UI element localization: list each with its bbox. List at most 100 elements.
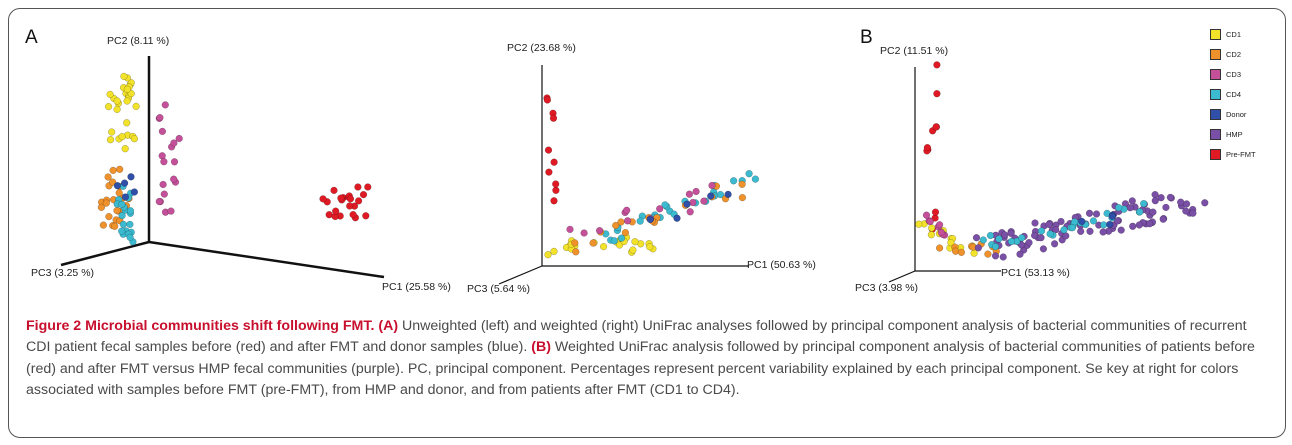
point-b-cd3 (937, 228, 945, 237)
point-a2-cd4 (716, 190, 725, 199)
point-b-hmp (1135, 221, 1143, 229)
point-a1-donor (121, 193, 130, 201)
point-b-cd4 (1018, 234, 1026, 242)
point-a1-cd4 (118, 211, 126, 220)
point-b-hmp (1025, 238, 1033, 247)
caption-heading: Figure 2 Microbial communities shift fol… (26, 318, 375, 334)
point-a2-cd3 (656, 205, 664, 213)
point-b-pre-fmt (933, 61, 941, 69)
axis-a1-pc1 (148, 240, 385, 279)
point-b-hmp (1062, 232, 1070, 240)
point-a2-cd3 (708, 181, 716, 190)
axis-label-a2-pc3: PC3 (5.64 %) (467, 283, 531, 295)
legend-item-cd4: CD4 (1210, 87, 1241, 101)
point-b-hmp (1017, 241, 1026, 249)
legend-swatch-cd3 (1210, 68, 1221, 80)
point-a2-cd1 (646, 243, 654, 251)
point-b-cd4 (995, 235, 1003, 243)
point-a1-cd1 (106, 90, 114, 99)
point-b-cd1 (928, 224, 936, 232)
point-a1-cd1 (106, 136, 115, 144)
point-b-hmp (1085, 209, 1094, 217)
axis-b-pc3 (888, 270, 916, 283)
point-a2-cd1 (544, 251, 552, 259)
point-b-hmp (1162, 203, 1170, 212)
point-a1-cd1 (123, 119, 131, 127)
point-a1-cd1 (118, 133, 126, 141)
point-a2-pre-fmt (545, 168, 553, 176)
point-b-cd4 (1060, 226, 1068, 234)
pcoa-plots-svg (60, 56, 1209, 285)
point-b-cd4 (979, 236, 987, 244)
point-b-hmp (1086, 227, 1094, 235)
point-b-cd3 (926, 217, 934, 226)
point-b-hmp (1145, 220, 1154, 228)
point-a2-donor (724, 190, 732, 199)
point-a1-donor (127, 173, 135, 181)
point-b-cd4 (1007, 237, 1016, 246)
point-a1-cd1 (120, 72, 128, 81)
point-a1-pre-fmt (364, 183, 372, 191)
axis-label-a2-pc1: PC1 (50.63 %) (747, 259, 816, 271)
point-a1-pre-fmt (332, 207, 340, 215)
point-a1-pre-fmt (337, 194, 345, 202)
point-a1-cd2 (115, 189, 123, 197)
point-b-hmp (1182, 207, 1190, 215)
point-b-hmp (1113, 217, 1121, 225)
point-a1-cd2 (97, 203, 106, 212)
point-a1-cd1 (121, 145, 129, 153)
legend-label-cd2: CD2 (1226, 49, 1242, 59)
point-a1-cd3 (161, 101, 169, 109)
axis-a1-pc3 (60, 240, 150, 267)
point-b-hmp (1099, 228, 1107, 236)
point-b-hmp (1126, 204, 1134, 212)
point-a1-cd4 (118, 227, 126, 235)
point-a2-donor (646, 215, 654, 224)
point-b-hmp (1189, 209, 1197, 217)
point-a1-pre-fmt (346, 202, 354, 210)
point-b-pre-fmt (931, 208, 940, 216)
point-b-hmp (1151, 197, 1159, 205)
point-a1-cd3 (175, 134, 183, 143)
point-b-cd4 (1037, 227, 1046, 235)
point-b-hmp (1149, 208, 1157, 216)
point-b-hmp (1129, 222, 1137, 230)
point-b-cd4 (1136, 208, 1144, 216)
point-a2-cd4 (610, 237, 618, 245)
point-b-hmp (991, 252, 1000, 260)
point-a1-cd3 (159, 180, 167, 189)
legend-swatch-donor (1210, 108, 1221, 120)
point-a1-cd2 (113, 206, 121, 215)
point-b-hmp (1159, 215, 1167, 223)
point-a1-pre-fmt (354, 197, 363, 205)
point-a2-cd3 (623, 217, 632, 225)
point-a1-cd2 (102, 199, 110, 207)
point-b-hmp (1057, 217, 1065, 226)
point-a1-cd3 (156, 113, 164, 122)
panel-b-letter: B (860, 27, 873, 48)
panel-a-letter: A (25, 27, 38, 48)
legend-item-pre-fmt: Pre-FMT (1210, 147, 1256, 161)
legend-item-donor: Donor (1210, 107, 1246, 121)
point-b-cd2 (984, 250, 992, 258)
legend-item-cd2: CD2 (1210, 47, 1241, 61)
point-b-cd4 (1115, 203, 1123, 212)
legend-label-cd1: CD1 (1226, 29, 1242, 39)
point-a1-pre-fmt (346, 195, 355, 203)
point-a1-cd1 (123, 97, 131, 105)
point-a1-cd3 (167, 207, 175, 215)
point-b-cd4 (1068, 224, 1077, 232)
point-a1-donor (120, 179, 129, 187)
point-b-cd3 (922, 211, 931, 219)
point-b-hmp (1157, 194, 1165, 202)
point-a1-donor (130, 188, 139, 196)
point-b-hmp (1092, 210, 1101, 218)
point-a1-pre-fmt (325, 211, 333, 219)
caption-a-tag: (A) (378, 318, 399, 334)
point-a2-cd1 (599, 242, 608, 251)
point-a1-pre-fmt (349, 210, 357, 219)
point-a2-pre-fmt (549, 114, 558, 122)
point-a2-cd2 (612, 221, 620, 230)
point-a1-cd1 (130, 135, 139, 143)
point-a2-cd3 (580, 229, 588, 237)
